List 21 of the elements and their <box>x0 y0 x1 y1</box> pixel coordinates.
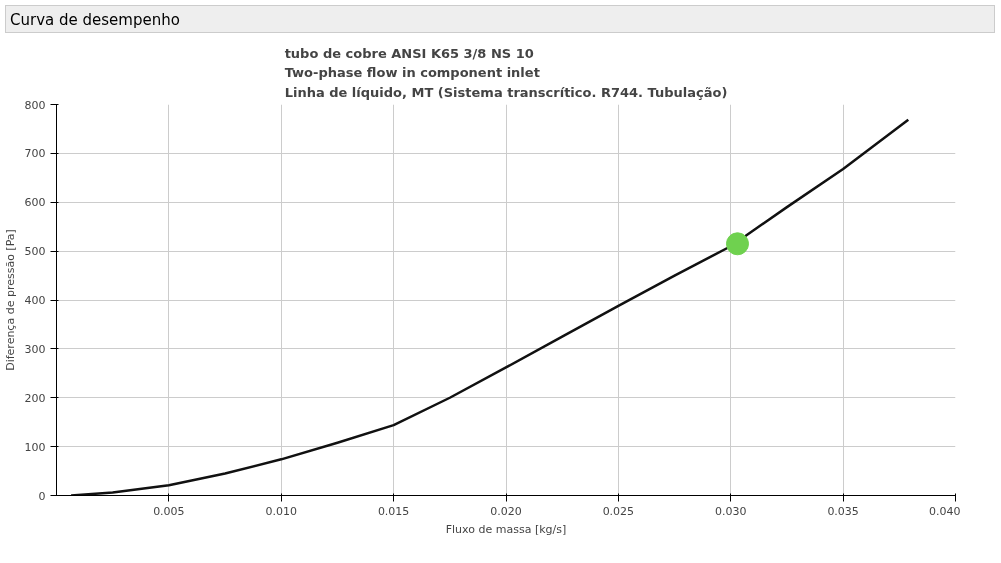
x-axis-title: Fluxo de massa [kg/s] <box>445 522 567 536</box>
y-tick-label: 600 <box>24 196 46 210</box>
y-tick-label: 700 <box>24 147 46 161</box>
y-tick-label: 0 <box>38 489 46 503</box>
x-tick-label: 0.020 <box>490 504 522 518</box>
chart-title: Curva de desempenho <box>10 10 180 31</box>
y-axis-title: Diferença de pressão [Pa] <box>3 229 17 371</box>
x-tick-label: 0.015 <box>377 504 410 518</box>
y-tick-label: 800 <box>24 98 46 112</box>
x-tick-label: 0.035 <box>827 504 859 518</box>
chart-subtitle: tubo de cobre ANSI K65 3/8 NS 10 Two-phase flow in component inlet Linha de líquido, MT (Sistema transcrítico. R744. Tubulação) <box>284 45 728 100</box>
x-tick-label: 0.010 <box>265 504 297 518</box>
y-tick-label: 100 <box>24 440 46 454</box>
y-tick-label: 300 <box>24 342 46 356</box>
x-tick-label: 0.005 <box>153 504 185 518</box>
y-tick-label: 400 <box>24 294 46 307</box>
y-tick-label: 500 <box>24 245 46 259</box>
x-tick-label: 0.030 <box>715 504 747 518</box>
x-tick-label: 0.040 <box>929 504 961 518</box>
y-tick-label: 200 <box>24 391 46 405</box>
x-tick-label: 0.025 <box>602 504 635 518</box>
